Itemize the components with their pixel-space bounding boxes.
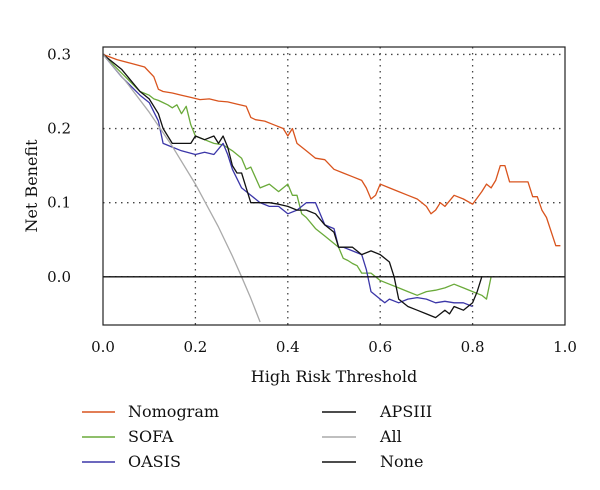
grid-lines xyxy=(103,47,565,325)
legend-item-nomogram: Nomogram xyxy=(82,402,219,421)
x-tick-label: 0.6 xyxy=(368,338,392,356)
y-tick-label: 0.0 xyxy=(47,268,71,286)
legend-item-oasis: OASIS xyxy=(82,452,181,471)
legend-label: APSIII xyxy=(379,402,432,421)
series-line-sofa xyxy=(103,53,492,300)
series-line-nomogram xyxy=(103,53,561,247)
legend-item-sofa: SOFA xyxy=(82,427,174,446)
series-line-all xyxy=(103,53,261,323)
legend-label: Nomogram xyxy=(128,402,219,421)
series-line-apsiii xyxy=(103,53,483,319)
series-lines xyxy=(103,53,565,323)
x-tick-label: 1.0 xyxy=(553,338,577,356)
legend-item-all: All xyxy=(322,427,402,446)
plot-frame xyxy=(102,46,566,326)
y-tick-label: 0.2 xyxy=(47,120,71,138)
series-line-oasis xyxy=(103,53,473,308)
legend-label: All xyxy=(379,427,402,446)
legend-label: OASIS xyxy=(128,452,181,471)
legend-label: SOFA xyxy=(128,427,174,446)
x-tick-label: 0.8 xyxy=(461,338,485,356)
x-tick-label: 0.0 xyxy=(91,338,115,356)
x-tick-label: 0.4 xyxy=(276,338,300,356)
legend-item-none: None xyxy=(322,452,423,471)
y-axis-label: Net Benefit xyxy=(22,139,41,233)
x-tick-labels: 0.0 0.2 0.4 0.6 0.8 1.0 xyxy=(91,338,577,356)
y-tick-labels: 0.0 0.1 0.2 0.3 xyxy=(47,45,71,285)
y-tick-label: 0.1 xyxy=(47,194,71,212)
legend: Nomogram SOFA OASIS APSIII All None xyxy=(82,402,432,471)
x-tick-label: 0.2 xyxy=(183,338,207,356)
x-axis-label: High Risk Threshold xyxy=(251,367,417,386)
legend-item-apsiii: APSIII xyxy=(322,402,432,421)
y-tick-label: 0.3 xyxy=(47,45,71,63)
legend-label: None xyxy=(380,452,423,471)
